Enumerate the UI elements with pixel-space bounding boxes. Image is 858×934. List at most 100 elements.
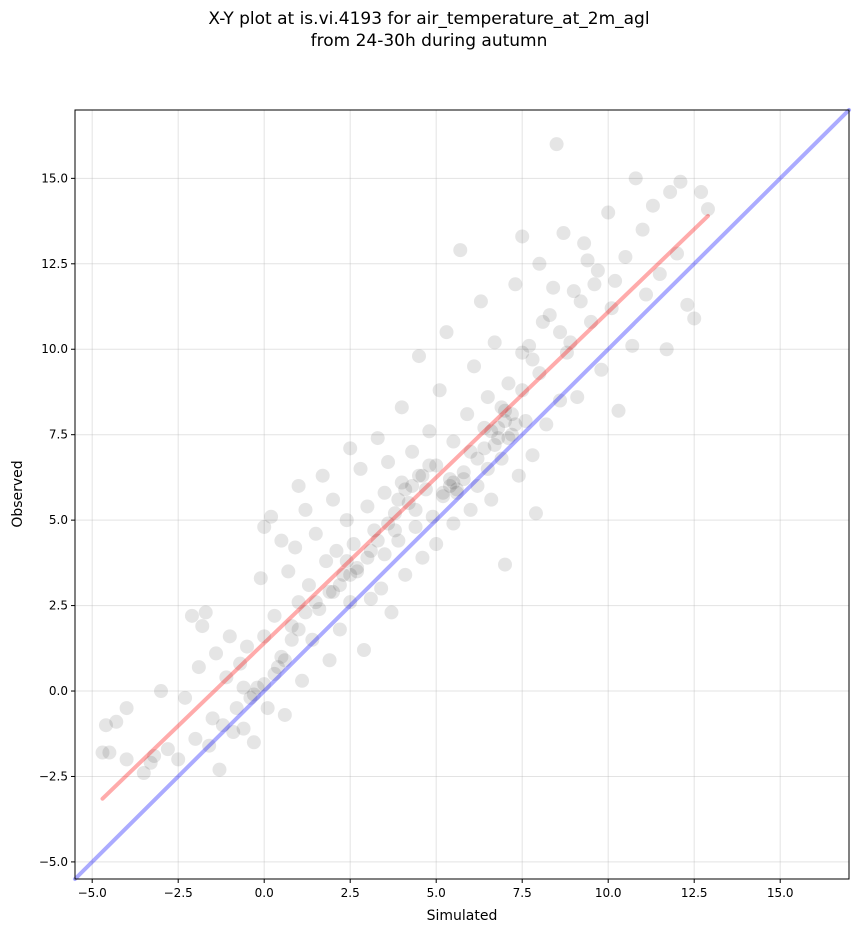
y-tick-label: −5.0: [39, 855, 68, 869]
data-point: [604, 301, 619, 316]
data-point: [322, 584, 337, 599]
data-point: [429, 537, 444, 552]
data-point: [381, 516, 396, 531]
data-point: [484, 492, 499, 507]
data-point: [594, 362, 609, 377]
data-point: [209, 646, 224, 661]
data-point: [391, 533, 406, 548]
chart-title: X-Y plot at is.vi.4193 for air_temperatu…: [0, 8, 858, 52]
data-point: [291, 478, 306, 493]
data-point: [288, 540, 303, 555]
y-axis-label: Observed: [10, 460, 26, 527]
data-point: [532, 366, 547, 381]
data-point: [470, 451, 485, 466]
data-point: [215, 718, 230, 733]
data-point: [491, 431, 506, 446]
data-point: [253, 571, 268, 586]
data-point: [639, 287, 654, 302]
x-tick-label: 0.0: [255, 886, 274, 900]
data-point: [487, 335, 502, 350]
data-point: [645, 198, 660, 213]
data-point: [195, 619, 210, 634]
data-point: [680, 297, 695, 312]
data-point: [212, 762, 227, 777]
data-point: [394, 475, 409, 490]
data-point: [436, 485, 451, 500]
x-tick-label: 12.5: [681, 886, 708, 900]
data-point: [322, 653, 337, 668]
data-point: [418, 482, 433, 497]
data-point: [202, 738, 217, 753]
data-point: [298, 502, 313, 517]
y-tick-label: 5.0: [49, 513, 68, 527]
data-point: [98, 718, 113, 733]
data-point: [363, 591, 378, 606]
data-point: [363, 543, 378, 558]
x-tick-label: 2.5: [341, 886, 360, 900]
data-point: [456, 472, 471, 487]
data-point: [277, 707, 292, 722]
data-point: [274, 649, 289, 664]
data-point: [298, 605, 313, 620]
data-point: [394, 400, 409, 415]
data-point: [522, 338, 537, 353]
data-point: [339, 513, 354, 528]
y-tick-label: 0.0: [49, 684, 68, 698]
data-point: [442, 472, 457, 487]
data-point: [415, 468, 430, 483]
y-tick-label: 12.5: [41, 257, 68, 271]
data-point: [377, 485, 392, 500]
chart-title-line-1: X-Y plot at is.vi.4193 for air_temperatu…: [208, 9, 650, 29]
data-point: [339, 554, 354, 569]
data-point: [119, 701, 134, 716]
data-point: [270, 660, 285, 675]
data-point: [456, 465, 471, 480]
data-point: [652, 267, 667, 282]
data-point: [463, 502, 478, 517]
data-point: [525, 448, 540, 463]
data-point: [577, 236, 592, 251]
data-point: [332, 622, 347, 637]
data-point: [412, 468, 426, 483]
fit-line: [100, 213, 710, 801]
data-point: [102, 745, 117, 760]
data-point: [446, 516, 461, 531]
data-point: [343, 595, 358, 610]
data-point: [542, 308, 557, 323]
data-point: [559, 345, 574, 360]
data-point: [553, 393, 568, 408]
data-point: [370, 431, 385, 446]
data-point: [370, 533, 385, 548]
data-point: [590, 263, 605, 278]
data-point: [319, 554, 334, 569]
identity-line: [73, 108, 851, 881]
plot-frame: [74, 109, 850, 880]
data-point: [384, 605, 399, 620]
data-point: [700, 202, 715, 217]
data-point: [160, 742, 175, 757]
data-point: [508, 417, 523, 432]
data-point: [553, 325, 568, 340]
data-point: [398, 482, 413, 497]
data-point: [398, 567, 413, 582]
data-point: [240, 639, 254, 654]
data-point: [143, 755, 158, 770]
data-point: [257, 629, 272, 644]
data-point: [515, 229, 530, 244]
data-point: [171, 752, 186, 767]
data-point: [260, 701, 275, 716]
data-point: [628, 171, 643, 186]
data-point: [446, 475, 461, 490]
data-point: [449, 482, 464, 497]
data-point: [528, 506, 543, 521]
data-point: [498, 403, 512, 418]
data-point: [405, 444, 420, 459]
data-point: [470, 478, 485, 493]
data-point: [343, 441, 358, 456]
data-point: [360, 499, 375, 514]
data-point: [422, 424, 437, 439]
data-point: [178, 690, 193, 705]
data-point: [343, 567, 358, 582]
data-point: [573, 294, 588, 309]
